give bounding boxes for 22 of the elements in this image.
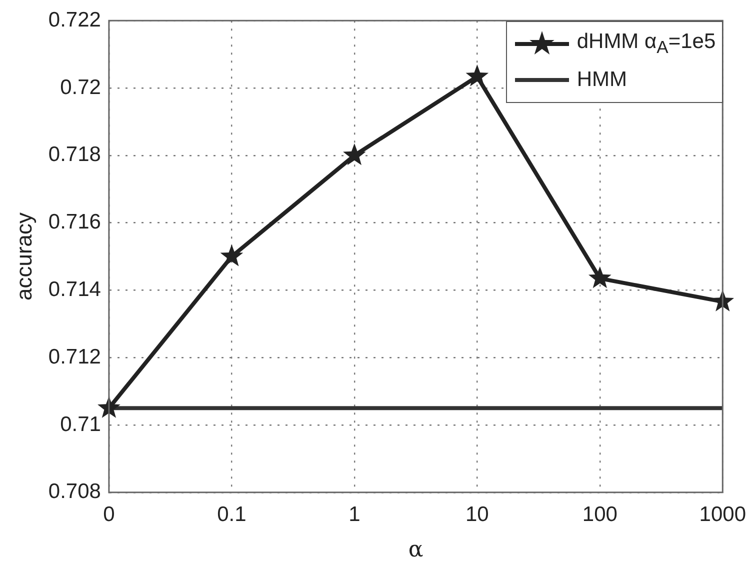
x-tick-label: 10 bbox=[465, 502, 489, 526]
y-tick-label: 0.708 bbox=[48, 480, 101, 504]
y-tick-label: 0.718 bbox=[48, 143, 101, 166]
y-tick-label: 0.72 bbox=[60, 76, 101, 99]
x-tick-label: 0 bbox=[103, 502, 115, 526]
x-tick-label: 1000 bbox=[699, 502, 746, 526]
point bbox=[466, 64, 489, 86]
y-tick-label: 0.716 bbox=[48, 210, 101, 234]
y-axis-title: accuracy bbox=[11, 212, 36, 301]
point bbox=[220, 244, 244, 266]
y-tick-label: 0.714 bbox=[48, 278, 102, 301]
x-tick-label: 0.1 bbox=[217, 502, 246, 526]
x-axis-title: α bbox=[408, 538, 424, 563]
y-tick-label: 0.71 bbox=[60, 412, 101, 436]
x-tick-label: 100 bbox=[582, 502, 618, 526]
y-tick-label: 0.722 bbox=[48, 8, 101, 32]
y-tick-label: 0.712 bbox=[48, 345, 101, 368]
legend-label: HMM bbox=[576, 68, 627, 92]
point bbox=[343, 143, 366, 166]
point bbox=[588, 266, 612, 288]
legend-label: dHMM α$_{A}$=1e5 bbox=[576, 30, 716, 58]
x-tick-label: 1 bbox=[348, 502, 360, 526]
